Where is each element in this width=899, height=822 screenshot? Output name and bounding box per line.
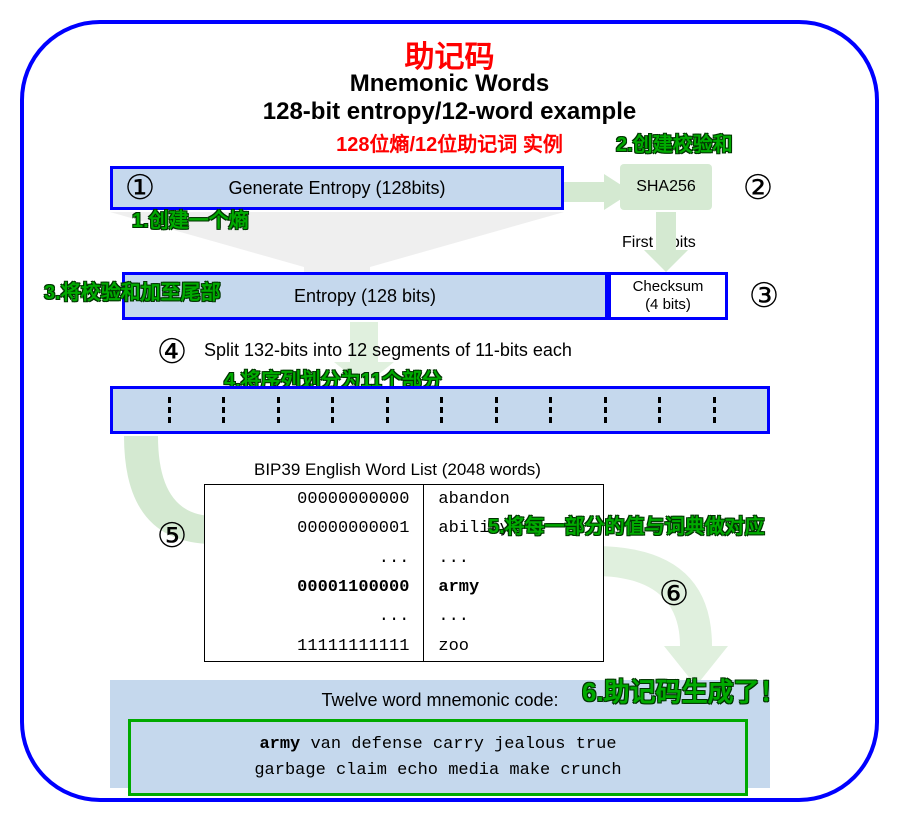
segment-divider — [658, 397, 661, 423]
result-line1: army van defense carry jealous true — [145, 732, 731, 758]
segment-divider — [495, 397, 498, 423]
segment-divider — [222, 397, 225, 423]
step2-circle: ② — [738, 168, 778, 208]
segment-divider — [168, 397, 171, 423]
arrow-sha-down — [644, 212, 688, 272]
wordlist-word: army — [424, 573, 603, 602]
step4-label: Split 132-bits into 12 segments of 11-bi… — [204, 340, 572, 361]
segment-divider — [277, 397, 280, 423]
segments-box — [110, 386, 770, 434]
result-box: army van defense carry jealous true garb… — [128, 719, 748, 796]
segment-divider — [549, 397, 552, 423]
segment-divider — [713, 397, 716, 423]
wordlist-row: 00001100000army — [205, 573, 603, 602]
step3-checksum-label: Checksum(4 bits) — [633, 278, 704, 314]
wordlist-bits: 00000000001 — [205, 514, 424, 543]
wordlist-row: ...... — [205, 544, 603, 573]
wordlist-word: zoo — [424, 632, 603, 661]
step5-circle: ⑤ — [152, 516, 192, 556]
wordlist-bits: 00000000000 — [205, 485, 424, 514]
segment-divider — [386, 397, 389, 423]
green-label-6: 6.助记码生成了！ — [582, 672, 786, 709]
title-line4: 128位熵/12位助记词 实例 — [24, 128, 875, 157]
green-label-3: 3.将校验和加至尾部 — [44, 276, 221, 305]
wordlist-bits: ... — [205, 544, 424, 573]
step6-circle: ⑥ — [654, 574, 694, 614]
result-line2: garbage claim echo media make crunch — [145, 758, 731, 784]
green-label-5: 5.将每一部分的值与词典做对应 — [488, 510, 765, 539]
step3-checksum-box: Checksum(4 bits) — [608, 272, 728, 320]
diagram-container: 助记码 Mnemonic Words 128-bit entropy/12-wo… — [20, 20, 879, 802]
step3-entropy-label: Entropy (128 bits) — [294, 286, 436, 307]
step1-label: Generate Entropy (128bits) — [228, 178, 445, 199]
wordlist-bits: 11111111111 — [205, 632, 424, 661]
wordlist-bits: 00001100000 — [205, 573, 424, 602]
title-line2: Mnemonic Words — [24, 70, 875, 98]
step3-circle: ③ — [744, 276, 784, 316]
wordlist-bits: ... — [205, 602, 424, 631]
wordlist-word: ... — [424, 544, 603, 573]
sha256-box: SHA256 — [620, 164, 712, 210]
segment-divider — [440, 397, 443, 423]
segment-divider — [331, 397, 334, 423]
wordlist-word: ... — [424, 602, 603, 631]
wordlist-row: 11111111111zoo — [205, 632, 603, 661]
step4-circle: ④ — [152, 332, 192, 372]
wordlist-caption: BIP39 English Word List (2048 words) — [254, 460, 541, 480]
sha256-label: SHA256 — [636, 178, 696, 196]
wordlist-row: ...... — [205, 602, 603, 631]
green-label-1: 1.创建一个熵 — [132, 204, 249, 233]
step1-circle: ① — [120, 168, 160, 208]
green-label-2: 2.创建校验和 — [616, 128, 733, 157]
segment-divider — [604, 397, 607, 423]
title-line3: 128-bit entropy/12-word example — [24, 98, 875, 126]
